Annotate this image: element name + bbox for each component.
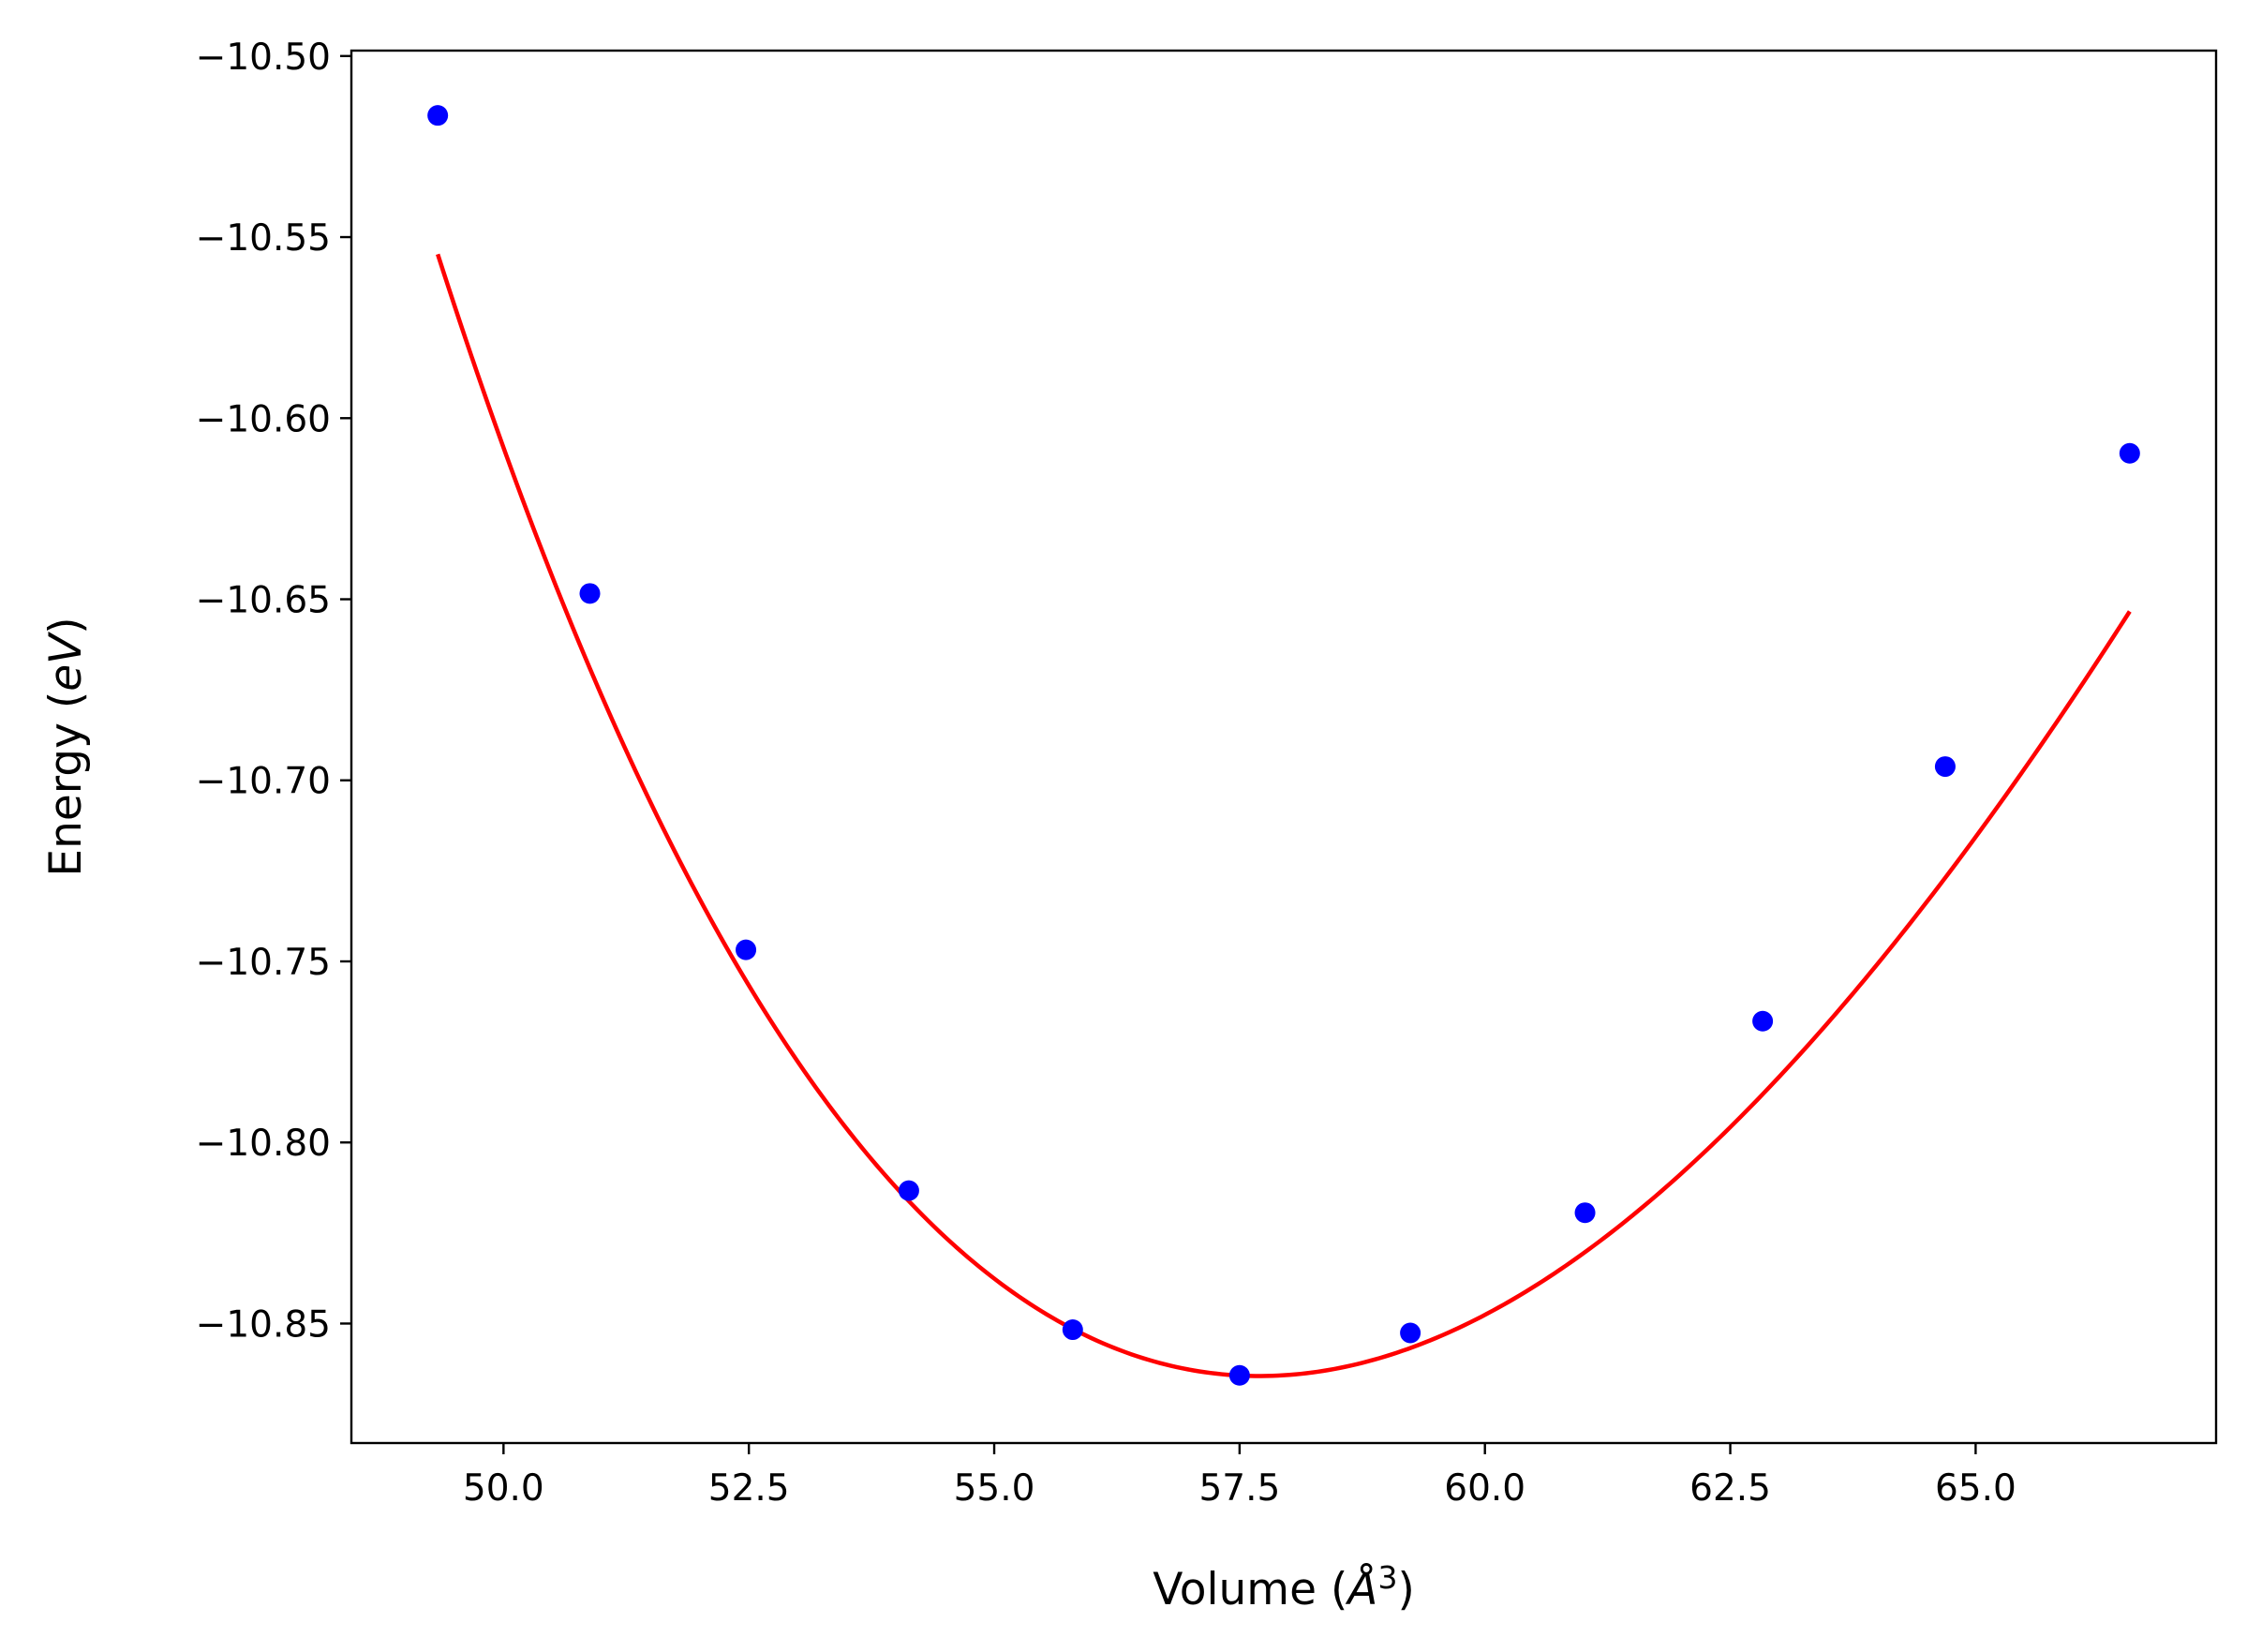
- plot-frame: [350, 49, 2218, 1445]
- y-tick-label: −10.60: [196, 398, 331, 440]
- plot-background: [351, 51, 2216, 1443]
- data-point: [1062, 1319, 1083, 1341]
- y-tick-label: −10.80: [196, 1123, 331, 1165]
- data-point: [579, 583, 601, 604]
- fit-curve-layer: [436, 253, 2132, 1378]
- x-tick-label: 62.5: [1689, 1467, 1771, 1510]
- x-tick-label: 65.0: [1935, 1467, 2016, 1510]
- data-point: [1574, 1202, 1596, 1224]
- y-axis-ticks: −10.50 −10.55 −10.60 −10.65 −10.70 −10.75 −10.…: [196, 37, 351, 1346]
- y-tick-label: −10.55: [196, 217, 331, 260]
- y-tick-label: −10.50: [196, 37, 331, 79]
- data-point: [1400, 1322, 1421, 1344]
- data-point: [1228, 1364, 1250, 1386]
- data-point: [427, 105, 449, 127]
- x-tick-label: 60.0: [1444, 1467, 1525, 1510]
- x-tick-label: 52.5: [708, 1467, 790, 1510]
- x-axis-label: Volume (Å3): [1153, 1559, 1415, 1615]
- y-tick-label: −10.70: [196, 761, 331, 803]
- fit-curve-line: [436, 253, 2132, 1378]
- x-axis-ticks: 50.0 52.5 55.0 57.5 60.0 62.5 65.0: [463, 1443, 2016, 1510]
- data-point: [898, 1180, 919, 1201]
- y-tick-label: −10.85: [196, 1303, 331, 1346]
- data-point: [1934, 756, 1956, 778]
- y-tick-label: −10.75: [196, 942, 331, 984]
- data-point: [1752, 1010, 1774, 1032]
- y-tick-label: −10.65: [196, 580, 331, 622]
- data-points-layer: [427, 105, 2140, 1386]
- data-point: [2119, 442, 2140, 464]
- x-tick-label: 57.5: [1198, 1467, 1280, 1510]
- y-axis-label: Energy (eV): [40, 617, 92, 876]
- x-tick-label: 55.0: [954, 1467, 1035, 1510]
- data-point: [736, 939, 757, 960]
- x-tick-label: 50.0: [463, 1467, 544, 1510]
